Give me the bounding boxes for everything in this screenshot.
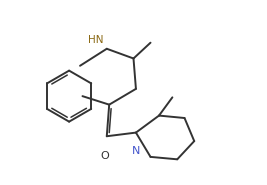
- Text: O: O: [100, 151, 109, 161]
- Text: N: N: [132, 147, 140, 157]
- Text: HN: HN: [88, 35, 104, 45]
